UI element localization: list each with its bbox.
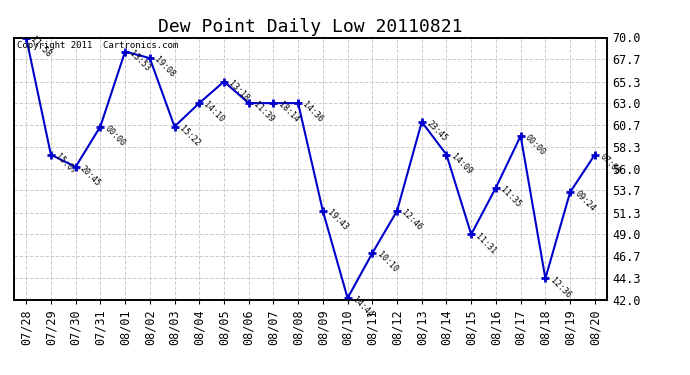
Text: 14:44: 14:44 [351, 296, 375, 320]
Text: 11:39: 11:39 [251, 100, 275, 124]
Text: 23:45: 23:45 [424, 119, 448, 143]
Text: 20:45: 20:45 [79, 164, 102, 188]
Title: Dew Point Daily Low 20110821: Dew Point Daily Low 20110821 [158, 18, 463, 36]
Text: 14:36: 14:36 [301, 100, 325, 124]
Text: 13:18: 13:18 [227, 79, 250, 103]
Text: 11:58: 11:58 [29, 35, 53, 59]
Text: 10:10: 10:10 [375, 251, 399, 274]
Text: 15:07: 15:07 [54, 152, 78, 176]
Text: 07:06: 07:06 [598, 152, 622, 176]
Text: Copyright 2011  Cartronics.com: Copyright 2011 Cartronics.com [17, 42, 178, 51]
Text: 19:43: 19:43 [326, 208, 350, 232]
Text: 19:08: 19:08 [152, 56, 177, 80]
Text: 14:10: 14:10 [202, 100, 226, 124]
Text: 09:24: 09:24 [573, 189, 597, 213]
Text: 11:31: 11:31 [474, 232, 498, 256]
Text: 00:00: 00:00 [524, 133, 547, 157]
Text: 13:53: 13:53 [128, 49, 152, 73]
Text: 18:14: 18:14 [276, 100, 300, 124]
Text: 14:09: 14:09 [449, 152, 473, 176]
Text: 00:00: 00:00 [103, 124, 127, 148]
Text: 12:46: 12:46 [400, 208, 424, 232]
Text: 11:35: 11:35 [499, 185, 523, 209]
Text: 12:36: 12:36 [548, 276, 572, 300]
Text: 15:22: 15:22 [177, 124, 201, 148]
